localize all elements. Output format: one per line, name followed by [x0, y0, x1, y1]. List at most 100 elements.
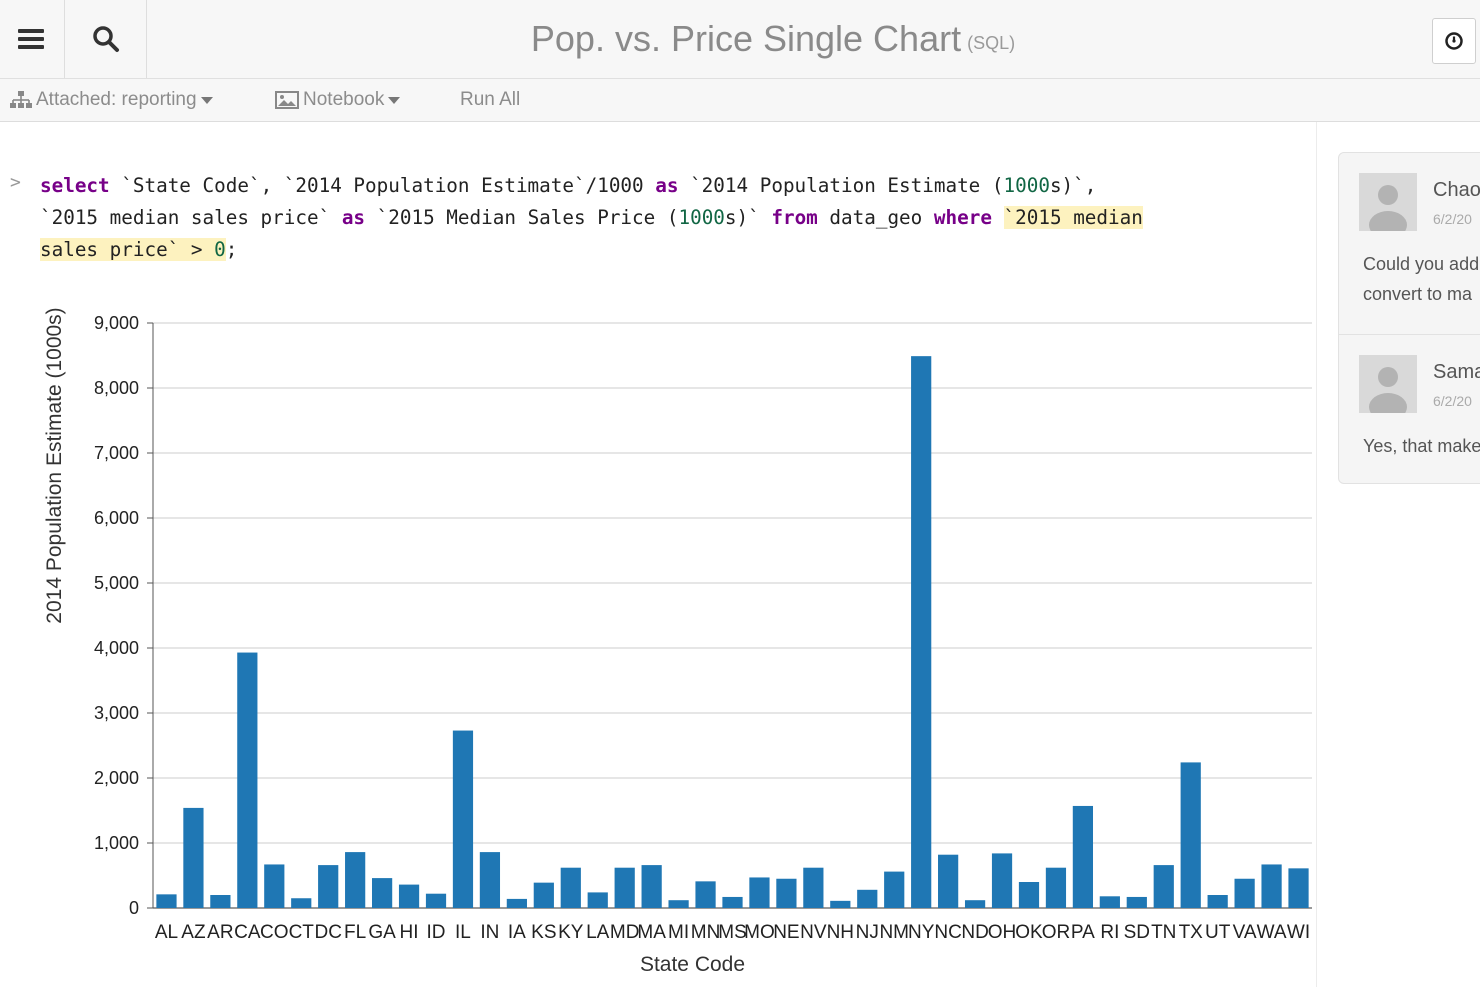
chevron-down-icon — [388, 96, 401, 104]
top-bar: Pop. vs. Price Single Chart (SQL) — [0, 0, 1480, 79]
comment-text: convert to ma — [1363, 284, 1473, 304]
user-icon — [1369, 367, 1407, 413]
notebook-label: Notebook — [303, 89, 385, 110]
code-keyword: as — [341, 206, 366, 229]
search-icon — [92, 26, 119, 52]
bar — [1288, 868, 1309, 908]
comment-thread-item[interactable]: Sama 6/2/20 Yes, that make — [1339, 334, 1480, 483]
x-tick-label: MI — [668, 922, 689, 943]
bar — [830, 900, 851, 908]
code-keyword: as — [655, 174, 679, 197]
y-axis-label: 2014 Population Estimate (1000s) — [43, 307, 66, 623]
y-tick-label: 4,000 — [94, 638, 139, 658]
x-tick-label: HI — [400, 922, 419, 943]
comment-text: Could you add — [1363, 254, 1480, 274]
code-keyword: from — [771, 206, 818, 229]
avatar — [1359, 355, 1417, 413]
x-tick-label: PA — [1071, 922, 1095, 943]
bar — [398, 884, 420, 908]
x-tick-label: LA — [586, 922, 610, 943]
x-tick-label: WA — [1257, 922, 1287, 943]
notebook-dropdown[interactable]: Notebook — [275, 79, 401, 121]
y-tick-label: 3,000 — [94, 703, 139, 723]
run-all-button[interactable]: Run All — [460, 79, 520, 121]
x-tick-label: RI — [1100, 922, 1119, 943]
x-tick-label: ID — [427, 922, 446, 943]
clock-icon — [1445, 32, 1463, 50]
code-text: data_geo — [817, 206, 934, 229]
sql-code-editor[interactable]: select `State Code`, `2014 Population Es… — [40, 170, 1290, 266]
bar — [668, 900, 689, 908]
menu-button[interactable] — [0, 0, 65, 78]
bar — [749, 877, 770, 908]
revision-history-button[interactable] — [1432, 18, 1476, 64]
x-tick-label: KS — [531, 922, 556, 943]
code-highlight: sales price` > 0 — [40, 238, 226, 261]
x-tick-label: MN — [691, 922, 721, 943]
x-tick-label: NM — [879, 922, 909, 943]
x-tick-label: VA — [1233, 922, 1257, 943]
code-text: `2015 Median Sales Price ( — [365, 206, 679, 229]
x-tick-label: MA — [637, 922, 666, 943]
x-tick-label: TX — [1179, 922, 1204, 943]
bar — [1045, 867, 1067, 908]
bar — [1018, 882, 1040, 908]
y-tick-label: 0 — [129, 898, 139, 918]
comment-text: Yes, that make — [1363, 436, 1480, 456]
code-text: `2015 median sales price` — [40, 206, 342, 229]
x-tick-label: KY — [558, 922, 584, 943]
image-icon — [275, 91, 299, 109]
x-tick-label: GA — [368, 922, 396, 943]
menu-icon — [18, 29, 44, 49]
code-keyword: select — [40, 174, 110, 197]
bar — [156, 894, 177, 908]
panel-divider — [1316, 122, 1317, 987]
avatar — [1359, 173, 1417, 231]
x-tick-label: TN — [1151, 922, 1176, 943]
bar — [1099, 896, 1120, 908]
bar — [452, 730, 474, 908]
bar — [345, 852, 366, 908]
bar — [695, 881, 716, 908]
x-tick-label: CT — [289, 922, 315, 943]
x-tick-label: IL — [455, 922, 471, 943]
search-button[interactable] — [65, 0, 147, 78]
x-tick-label: NH — [827, 922, 854, 943]
bar — [1126, 896, 1147, 908]
x-tick-label: MD — [610, 922, 640, 943]
y-tick-label: 5,000 — [94, 573, 139, 593]
bar — [938, 854, 959, 908]
code-text: `State Code`, `2014 Population Estimate`… — [109, 174, 656, 197]
notebook-title[interactable]: Pop. vs. Price Single Chart — [530, 18, 962, 59]
x-tick-label: UT — [1205, 922, 1231, 943]
bar — [1207, 895, 1228, 908]
bar — [506, 898, 527, 908]
x-tick-label: AR — [207, 922, 233, 943]
bar — [964, 900, 986, 908]
code-highlight-text: sales price` > — [40, 238, 215, 261]
bar — [803, 867, 824, 908]
x-tick-label: NJ — [856, 922, 879, 943]
cell-prompt: > — [10, 172, 21, 193]
x-tick-label: NE — [773, 922, 799, 943]
x-tick-label: OK — [1015, 922, 1043, 943]
x-tick-label: NY — [908, 922, 935, 943]
cluster-icon — [10, 91, 32, 108]
bar — [1180, 762, 1201, 908]
bar — [884, 871, 905, 908]
comment-thread-item[interactable]: Chao 6/2/20 Could you add convert to ma — [1339, 153, 1480, 333]
bar — [318, 865, 339, 908]
attached-cluster-dropdown[interactable]: Attached: reporting — [10, 79, 213, 121]
x-tick-label: AL — [155, 922, 178, 943]
y-tick-label: 9,000 — [94, 313, 139, 333]
bar — [371, 878, 393, 908]
x-tick-label: CA — [234, 922, 261, 943]
y-tick-label: 7,000 — [94, 443, 139, 463]
attached-label: Attached: reporting — [36, 89, 197, 110]
code-text: s)`, — [1049, 174, 1097, 197]
bar-chart[interactable]: 0 1,000 2,000 3,000 4,000 5,000 6,000 7,000 8,00… — [0, 280, 1316, 980]
x-tick-label: IA — [508, 922, 526, 943]
x-tick-label: MO — [744, 922, 775, 943]
x-tick-label: WI — [1287, 922, 1310, 943]
bar — [264, 864, 285, 908]
